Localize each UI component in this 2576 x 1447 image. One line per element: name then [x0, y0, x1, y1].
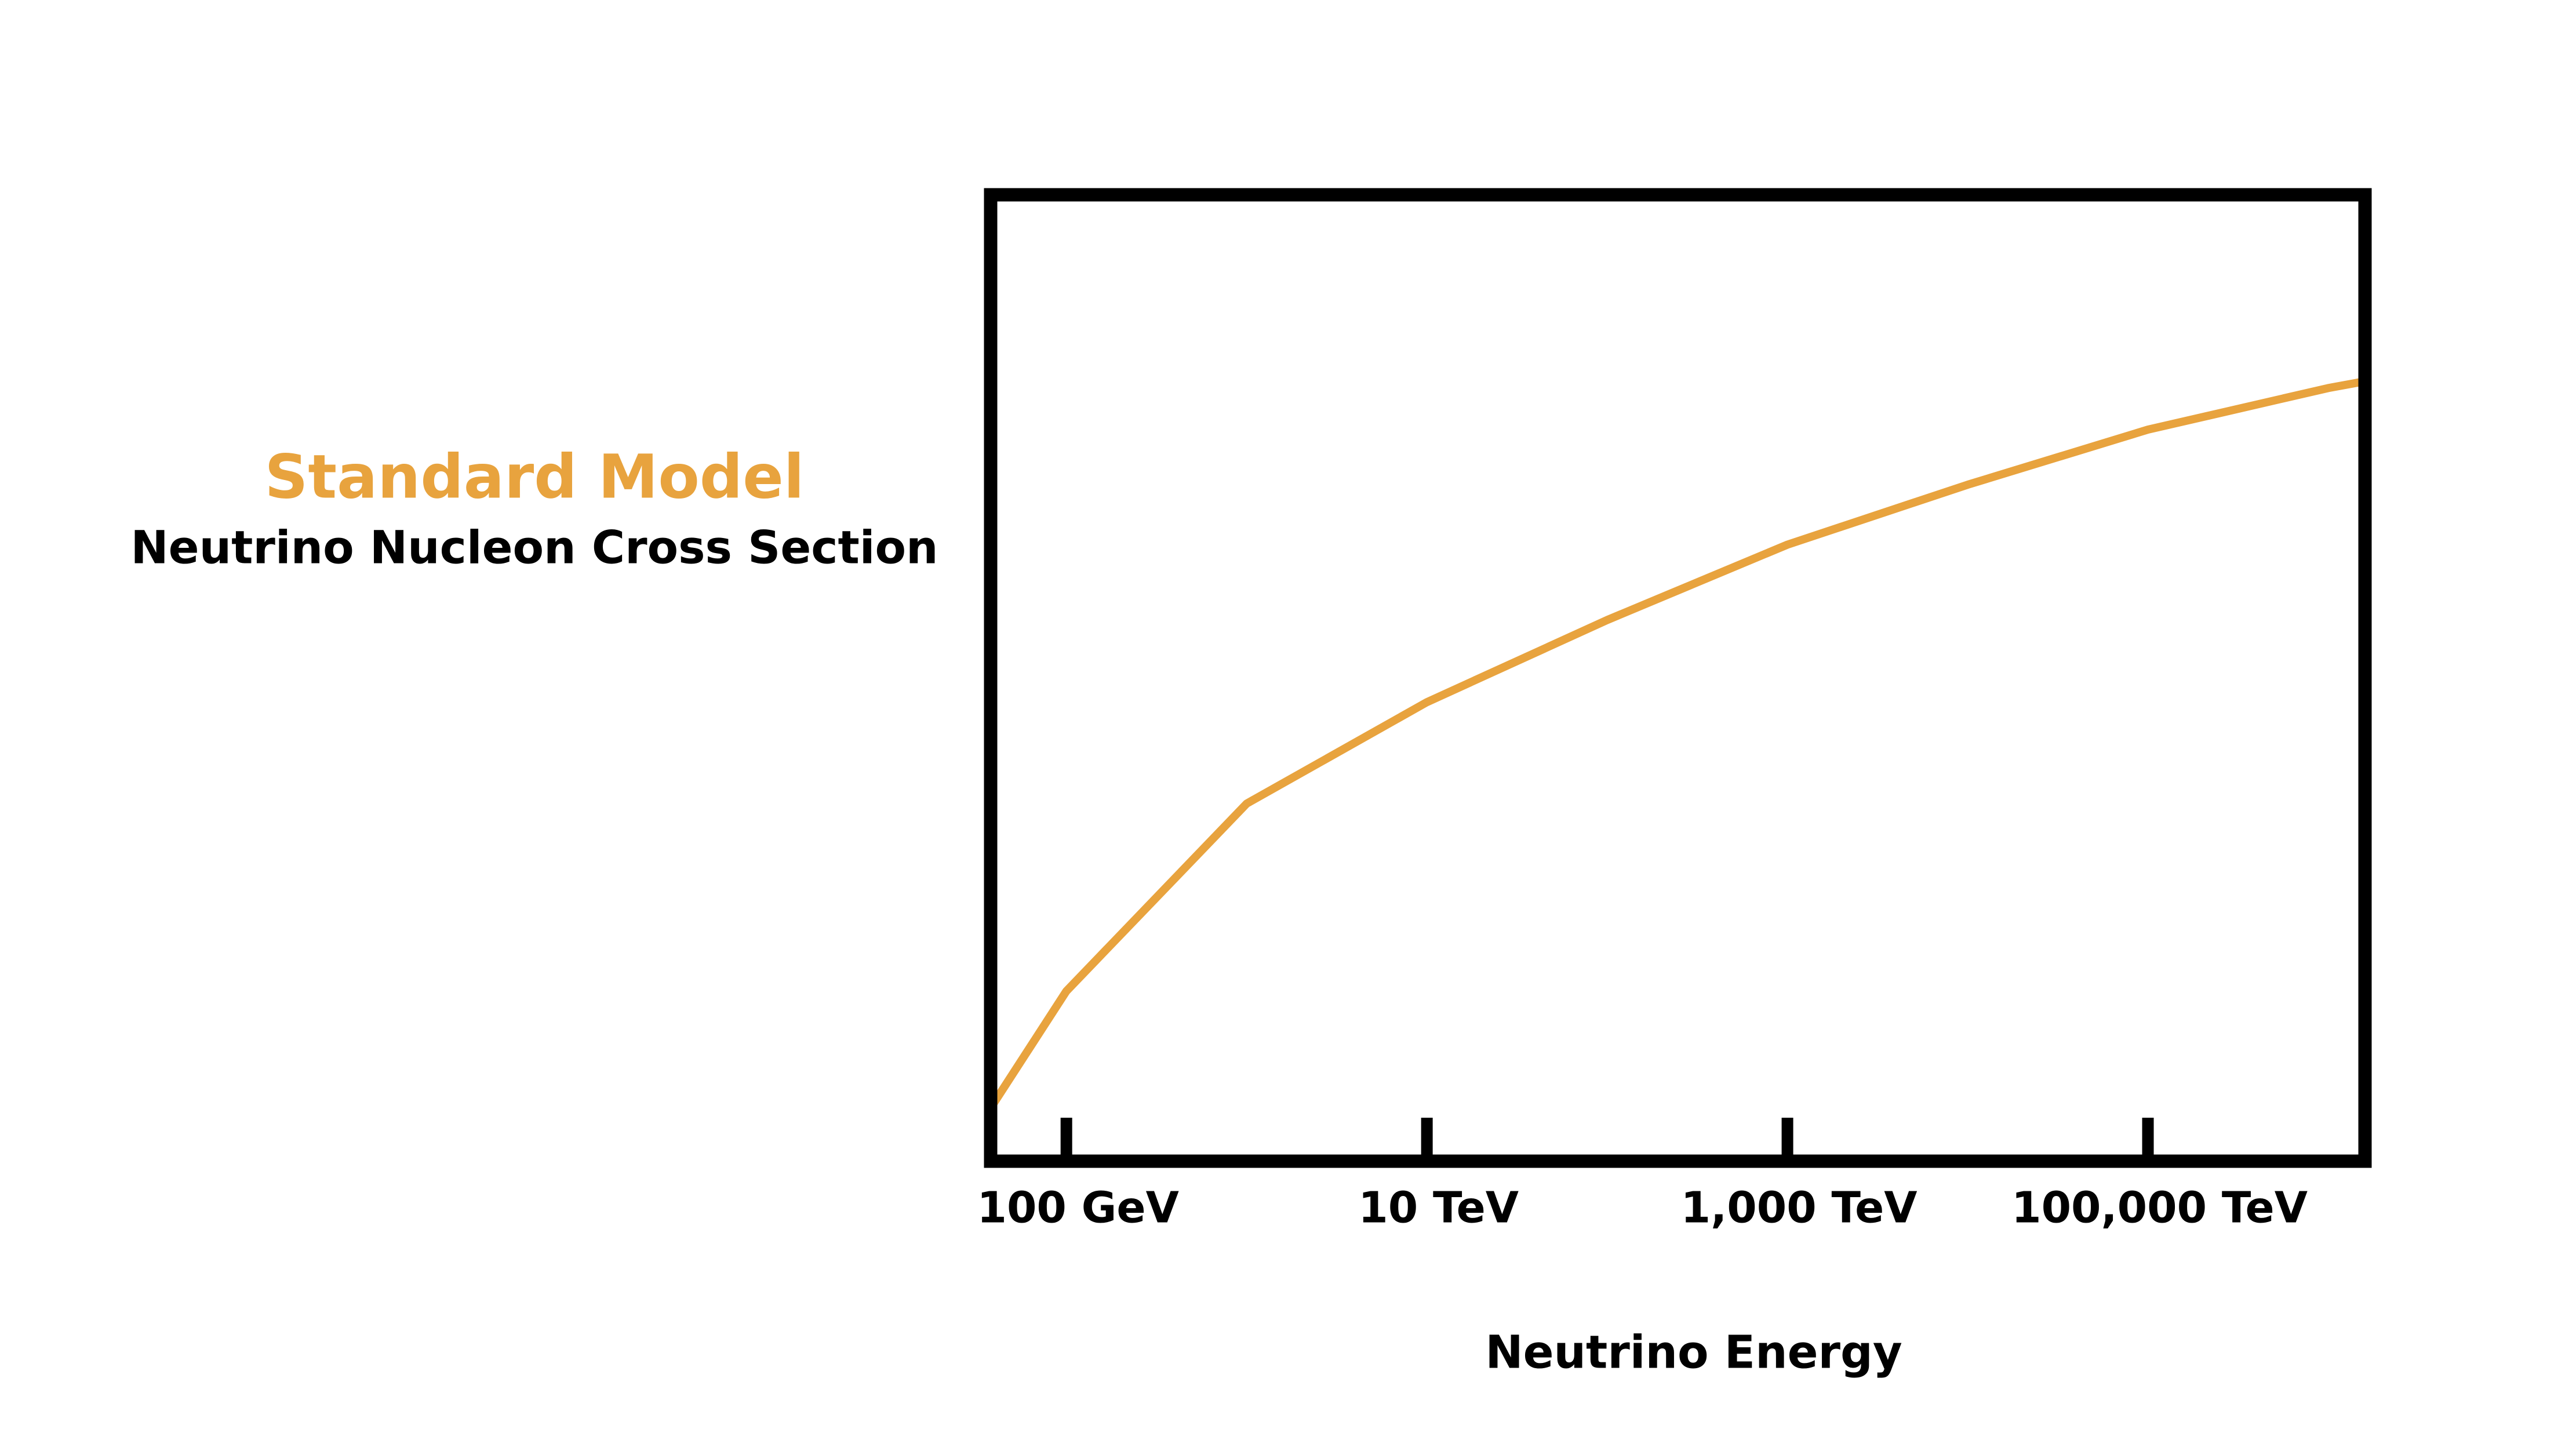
chart-title: Standard Model	[265, 441, 805, 512]
data-line	[991, 377, 2365, 1111]
x-tick-label: 100 GeV	[977, 1183, 1178, 1233]
chart-subtitle: Neutrino Nucleon Cross Section	[130, 522, 938, 574]
x-tick-label: 100,000 TeV	[2011, 1183, 2308, 1233]
plot-frame	[984, 188, 2372, 1168]
x-axis-label: Neutrino Energy	[1485, 1326, 1902, 1379]
x-tick-label: 1,000 TeV	[1681, 1183, 1918, 1233]
x-tick-label: 10 TeV	[1358, 1183, 1519, 1233]
